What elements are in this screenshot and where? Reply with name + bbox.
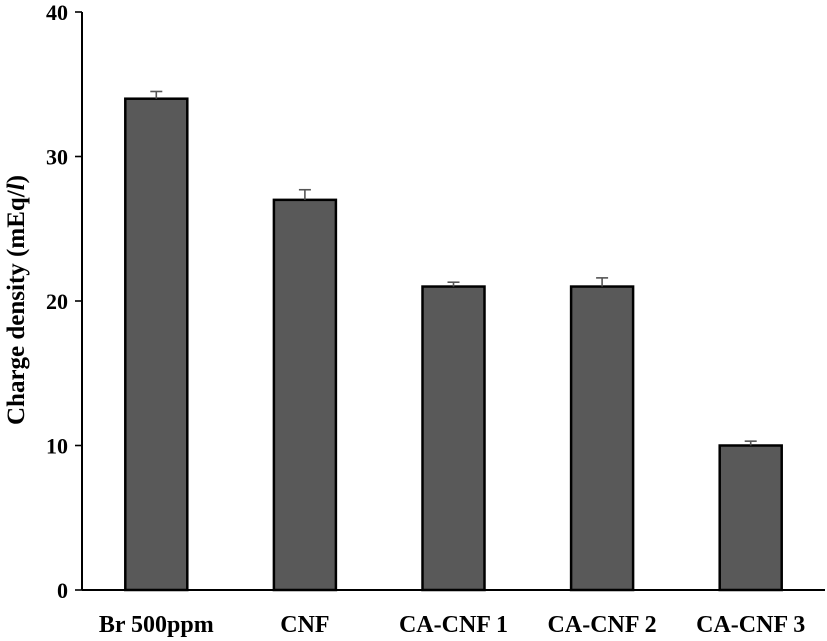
x-tick-label-3: CA-CNF 2	[548, 612, 657, 638]
y-axis-title-text: Charge density (mEq/	[3, 189, 30, 425]
bar-1	[272, 198, 338, 592]
y-tick-label-4: 40	[46, 0, 68, 25]
y-axis-title-close: )	[3, 175, 30, 183]
x-tick-label-1: CNF	[280, 612, 329, 638]
x-tick-label-2: CA-CNF 1	[399, 612, 508, 638]
error-bar-0	[150, 90, 163, 99]
y-tick-label-3: 30	[46, 145, 68, 170]
error-bars-layer	[150, 90, 757, 446]
y-tick-label-0: 0	[57, 578, 68, 603]
bars-layer	[124, 97, 783, 592]
error-bar-3	[596, 277, 609, 287]
x-tick-label-4: CA-CNF 3	[696, 612, 805, 638]
bar-2	[421, 285, 486, 592]
y-tick-label-1: 10	[46, 434, 68, 459]
error-bar-2	[447, 281, 460, 287]
y-ticks-layer: 0 10 20 30 40	[46, 0, 82, 603]
error-bar-1	[298, 188, 311, 200]
y-axis-title-unit: l	[3, 183, 30, 190]
bar-0	[124, 97, 189, 592]
error-bar-4	[744, 440, 757, 446]
bar-3	[569, 285, 635, 592]
x-labels-layer: Br 500ppm CNF CA-CNF 1 CA-CNF 2 CA-CNF 3	[99, 612, 805, 638]
x-tick-label-0: Br 500ppm	[99, 612, 214, 638]
y-axis-title: Charge density (mEq/l)	[3, 175, 30, 425]
y-tick-label-2: 20	[46, 289, 68, 314]
bar-4	[718, 444, 783, 592]
